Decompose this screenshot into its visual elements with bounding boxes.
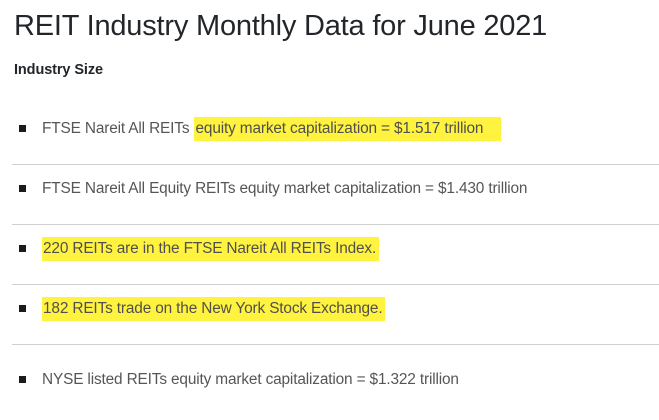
section-heading-industry-size: Industry Size bbox=[14, 62, 103, 78]
list-item-text: 182 REITs trade on the New York Stock Ex… bbox=[42, 297, 647, 321]
list-item: 182 REITs trade on the New York Stock Ex… bbox=[0, 284, 659, 344]
list-item-text: FTSE Nareit All Equity REITs equity mark… bbox=[42, 178, 647, 199]
list-item: 220 REITs are in the FTSE Nareit All REI… bbox=[0, 224, 659, 284]
list-item-text-plain: NYSE listed REITs equity market capitali… bbox=[42, 371, 459, 388]
list-item-text: NYSE listed REITs equity market capitali… bbox=[42, 369, 647, 390]
square-bullet-icon bbox=[19, 305, 26, 312]
square-bullet-icon bbox=[19, 376, 26, 383]
list-item: FTSE Nareit All Equity REITs equity mark… bbox=[0, 164, 659, 224]
list-item-text: FTSE Nareit All REITs equity market capi… bbox=[42, 117, 647, 141]
highlight-mark: 182 REITs trade on the New York Stock Ex… bbox=[42, 297, 386, 321]
industry-size-fact-list: FTSE Nareit All REITs equity market capi… bbox=[0, 104, 659, 415]
highlight-mark: equity market capitalization = $1.517 tr… bbox=[193, 117, 502, 141]
highlight-mark: 220 REITs are in the FTSE Nareit All REI… bbox=[42, 237, 380, 261]
list-item-text-plain: FTSE Nareit All REITs bbox=[42, 120, 194, 137]
square-bullet-icon bbox=[19, 185, 26, 192]
list-item-text-plain: FTSE Nareit All Equity REITs equity mark… bbox=[42, 180, 528, 197]
list-item: FTSE Nareit All REITs equity market capi… bbox=[0, 104, 659, 164]
list-item: NYSE listed REITs equity market capitali… bbox=[0, 344, 659, 415]
square-bullet-icon bbox=[19, 125, 26, 132]
square-bullet-icon bbox=[19, 245, 26, 252]
page-title: REIT Industry Monthly Data for June 2021 bbox=[14, 10, 548, 42]
list-item-text: 220 REITs are in the FTSE Nareit All REI… bbox=[42, 237, 647, 261]
